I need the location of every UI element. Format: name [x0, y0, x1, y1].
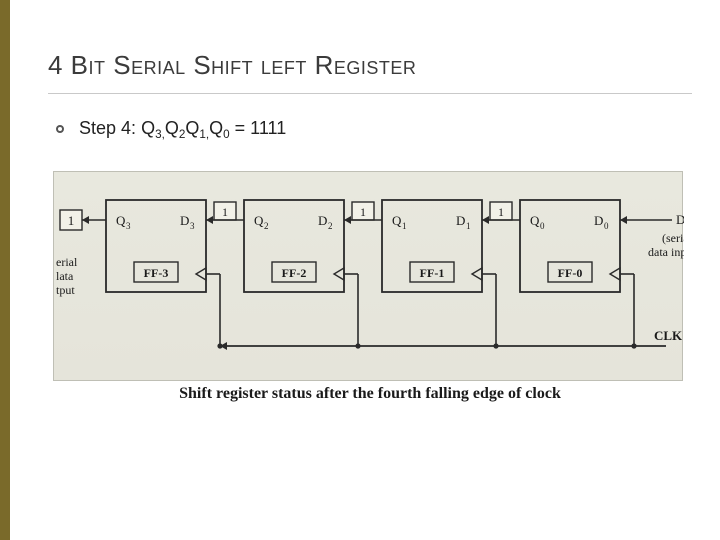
- bullet-icon: [56, 125, 64, 133]
- svg-text:0: 0: [540, 221, 545, 231]
- q3: Q: [141, 118, 155, 138]
- svg-text:1: 1: [498, 205, 504, 219]
- title-rule: [48, 93, 692, 94]
- svg-text:erial: erial: [56, 255, 78, 269]
- svg-text:FF-1: FF-1: [420, 266, 445, 280]
- svg-text:Q: Q: [116, 213, 126, 228]
- svg-text:1: 1: [222, 205, 228, 219]
- svg-text:3: 3: [126, 221, 131, 231]
- svg-text:(serial: (serial: [662, 231, 684, 245]
- svg-text:0: 0: [604, 221, 609, 231]
- equals: = 1111: [230, 118, 287, 138]
- shift-register-diagram: 1eriallatatputQ3D3FF-31Q2D2FF-21Q1D1FF-1…: [53, 171, 683, 381]
- svg-text:Q: Q: [530, 213, 540, 228]
- svg-text:D: D: [676, 212, 684, 227]
- svg-text:CLK: CLK: [654, 328, 683, 343]
- svg-text:Q: Q: [392, 213, 402, 228]
- accent-bar: [0, 0, 10, 540]
- svg-text:Q: Q: [254, 213, 264, 228]
- svg-text:3: 3: [190, 221, 195, 231]
- svg-text:1: 1: [360, 205, 366, 219]
- svg-text:D: D: [318, 213, 327, 228]
- svg-text:D: D: [594, 213, 603, 228]
- step-prefix: Step 4:: [79, 118, 141, 138]
- svg-text:D: D: [456, 213, 465, 228]
- svg-text:data input): data input): [648, 245, 684, 259]
- q1: Q: [185, 118, 199, 138]
- s3: 3,: [155, 128, 165, 141]
- svg-text:FF-3: FF-3: [144, 266, 169, 280]
- svg-text:2: 2: [328, 221, 333, 231]
- svg-text:2: 2: [264, 221, 269, 231]
- svg-text:1: 1: [466, 221, 471, 231]
- svg-text:D: D: [180, 213, 189, 228]
- page-title: 4 Bit Serial Shift left Register: [48, 50, 692, 81]
- svg-text:FF-0: FF-0: [558, 266, 583, 280]
- q0: Q: [209, 118, 223, 138]
- svg-text:FF-2: FF-2: [282, 266, 307, 280]
- q2: Q: [165, 118, 179, 138]
- svg-text:tput: tput: [56, 283, 75, 297]
- step-line: Step 4: Q3,Q2Q1,Q0 = 1111: [56, 118, 692, 141]
- slide-content: 4 Bit Serial Shift left Register Step 4:…: [0, 0, 720, 403]
- svg-text:1: 1: [68, 213, 75, 228]
- svg-text:1: 1: [402, 221, 407, 231]
- diagram-caption: Shift register status after the fourth f…: [48, 385, 692, 403]
- s1: 1,: [199, 128, 209, 141]
- svg-text:lata: lata: [56, 269, 74, 283]
